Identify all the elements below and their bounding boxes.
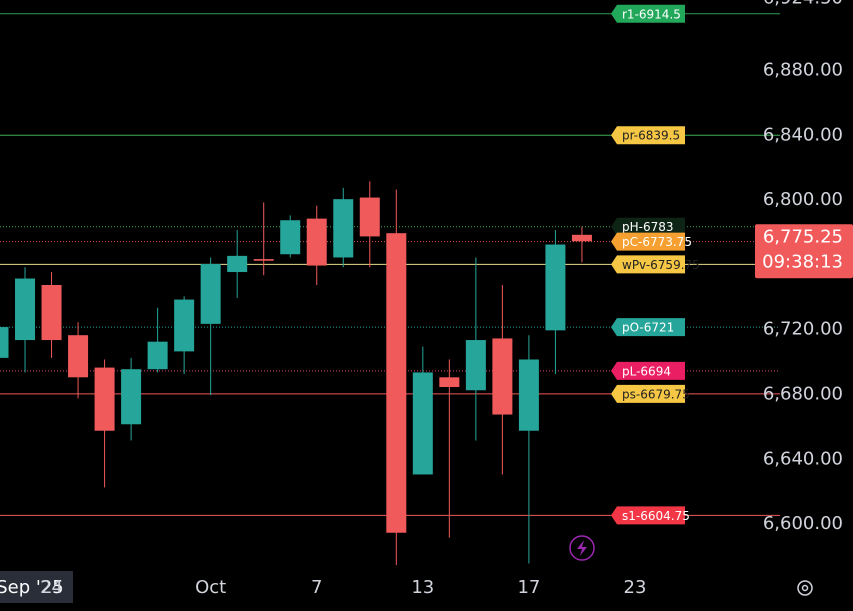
level-tag: pH-6783 [611,217,685,236]
candle-body [94,367,115,431]
crosshair-date-box [0,571,73,603]
x-tick-label: Oct [195,577,226,598]
last-price-label: 6,775.25 [763,226,843,247]
candle-body [15,278,36,341]
level-tag-box [611,384,685,403]
y-tick-label: 6,800.00 [763,189,843,210]
y-tick-label: 6,640.00 [763,448,843,469]
y-tick-label: 6,924.50 [763,0,843,9]
candle-body [147,341,168,370]
x-tick-label: 17 [517,577,540,598]
level-label: pO-6721 [622,321,674,335]
y-tick-label: 6,720.00 [763,319,843,340]
candle-body [0,327,9,358]
lightning-icon[interactable] [569,535,595,561]
x-tick-label: 13 [411,577,434,598]
level-tag: wPv-6759.75 [611,255,700,274]
level-tag-box [611,255,685,274]
candle-body [280,220,301,255]
candle-body [465,340,486,391]
candle-body [492,338,513,415]
level-tag: pL-6694 [611,361,685,380]
y-tick-label: 6,600.00 [763,513,843,534]
level-label: pC-6773.75 [622,235,692,249]
level-tag-box [611,506,685,525]
candle-body [174,299,195,352]
x-tick-label: 7 [311,577,322,598]
level-label: s1-6604.75 [622,509,690,523]
level-label: pH-6783 [622,220,674,234]
level-tag: pr-6839.5 [611,126,685,145]
level-tag-box [611,318,685,337]
x-tick-label: 24 [40,577,63,598]
level-label: pr-6839.5 [622,129,680,143]
candle-body [333,199,354,258]
level-label: r1-6914.5 [622,7,681,21]
candle-body [41,285,62,341]
candle-body [359,197,380,237]
level-tag: pC-6773.75 [611,232,692,251]
level-tag-box [611,361,685,380]
level-tag-box [611,232,685,251]
y-tick-label: 6,680.00 [763,383,843,404]
x-tick-label: 23 [624,577,647,598]
countdown: 09:38:13 [762,251,843,272]
candle-body [571,234,592,242]
level-tag: r1-6914.5 [611,4,685,23]
candle-body [253,259,274,261]
candle-body [121,369,142,425]
level-tag: ps-6679.75 [611,384,690,403]
level-tag: pO-6721 [611,318,685,337]
level-tag: s1-6604.75 [611,506,690,525]
last-price-box [755,224,853,279]
candle-body [518,359,539,431]
candle-body [545,244,566,331]
candle-body [200,263,221,324]
y-tick-label: 6,840.00 [763,124,843,145]
level-label: wPv-6759.75 [622,258,700,272]
level-tag-box [611,126,685,145]
x-tick-label: Sep '25 [0,577,64,598]
level-tag-box [611,217,685,236]
y-tick-label: 6,880.00 [763,60,843,81]
level-tag-box [611,4,685,23]
candle-body [227,255,248,273]
candle-body [306,218,327,266]
candle-body [439,377,460,388]
level-label: ps-6679.75 [622,387,690,401]
candle-body [386,233,407,533]
level-label: pL-6694 [622,364,671,378]
settings-icon[interactable] [797,580,813,596]
candle-body [68,335,89,378]
candle-body [412,372,433,475]
